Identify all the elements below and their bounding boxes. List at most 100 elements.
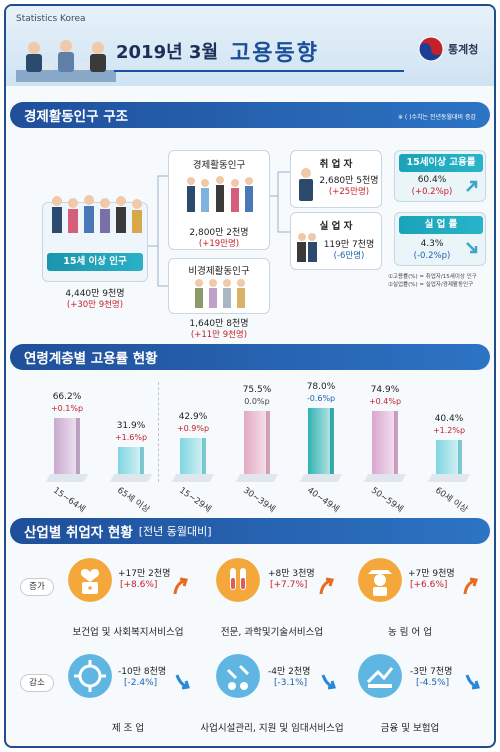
industry-change-4: [-2.4%]: [124, 678, 158, 688]
bar-change-label: +1.2%p: [432, 426, 466, 436]
bar-category-label: 15~64세: [51, 485, 87, 515]
section-header-structure: 경제활동인구 구조 ※ ( )수치는 전년동월대비 증감: [10, 102, 490, 128]
bar-base: [363, 474, 407, 482]
industry-change-6: [-4.5%]: [416, 678, 450, 688]
industry-change-1: [+8.6%]: [120, 580, 158, 590]
title-underline: [114, 70, 404, 72]
section-note: ※ ( )수치는 전년동월대비 증감: [397, 114, 476, 121]
section-subtitle: [전년 동월대비]: [138, 525, 212, 538]
healthcare-icon: [68, 558, 112, 602]
industry-name-5: 사업시설관리, 지원 및 임대서비스업: [200, 723, 344, 734]
bar-base: [427, 474, 471, 482]
industry-value-3: +7만 9천명: [408, 569, 455, 579]
industry-name-1: 보건업 및 사회복지서비스업: [72, 627, 184, 638]
emp-rate-change: (+0.2%p): [411, 187, 453, 197]
age-bar: [180, 437, 206, 474]
farmer-icon: [358, 558, 402, 602]
employed-value: 2,680만 5천명: [319, 176, 379, 186]
connector-lines: [148, 175, 172, 287]
decrease-arrow-icon: [465, 674, 480, 690]
bar-category-label: 65세 이상: [115, 485, 152, 516]
increase-arrow-icon: [319, 577, 334, 595]
footnote-2: ②실업률(%) = 실업자/경제활동인구: [388, 282, 474, 288]
population-card: 15세 이상 인구: [42, 195, 148, 282]
industry-value-6: -3만 7천명: [410, 667, 453, 677]
infographic-frame: Statistics Korea 2019년 3월 고용동향 통계청 경제활동인…: [4, 4, 496, 748]
unemployed-change: (-6만명): [333, 251, 365, 261]
active-change: (+19만명): [198, 239, 240, 249]
active-pop-card: 경제활동인구 2,800만 2천명 (+19만명): [168, 150, 270, 250]
section-title: 산업별 취업자 현황: [24, 525, 133, 541]
employed-change: (+25만명): [328, 187, 370, 197]
unemployed-card: 실 업 자 119만 7천명 (-6만명): [290, 212, 382, 270]
emp-rate-value: 60.4%: [417, 175, 447, 185]
inactive-people-illustration: [195, 279, 245, 308]
decrease-arrow-icon: [175, 674, 190, 690]
connector-lines-2: [270, 171, 290, 233]
industry-name-3: 농 림 어 업: [387, 627, 433, 638]
manufacturing-icon: [68, 654, 112, 698]
bar-change-label: +1.6%p: [114, 433, 148, 443]
title-year: 2019년 3월: [116, 42, 219, 63]
active-label: 경제활동인구: [192, 160, 246, 171]
bar-change-label: 0.0%p: [244, 396, 270, 406]
age-bar: [372, 411, 398, 474]
bar-category-label: 40~49세: [305, 485, 341, 515]
industry-change-3: [+6.6%]: [410, 580, 448, 590]
section-header-age: 연령계층별 고용률 현황: [10, 344, 490, 370]
bar-change-label: -0.6%p: [306, 394, 336, 404]
chart-group-divider: [158, 382, 159, 482]
employed-card: 취 업 자 2,680만 5천명 (+25만명): [290, 150, 382, 208]
industry-value-1: +17만 2천명: [118, 569, 171, 579]
age-bar: [436, 440, 462, 474]
industry-change-5: [-3.1%]: [274, 678, 308, 688]
industry-value-5: -4만 2천명: [268, 667, 311, 677]
industry-value-2: +8만 3천명: [268, 569, 315, 579]
footnote-1: ①고용률(%) = 취업자/15세이상 인구: [388, 274, 477, 280]
bar-change-label: +0.1%p: [50, 404, 84, 414]
age-employment-chart: 66.2% +0.1%p 15~64세 31.9% +1.6%p 65세 이상 42.9% +…: [6, 374, 494, 515]
bar-category-label: 60세 이상: [433, 485, 470, 516]
increase-arrow-icon: [463, 577, 478, 595]
bar-value-label: 31.9%: [116, 421, 146, 432]
industry-change-2: [+7.7%]: [270, 580, 308, 590]
employment-rate-card: 15세이상 고용률 60.4% (+0.2%p): [394, 150, 486, 202]
agency-logo: 통계청: [418, 36, 478, 62]
agency-name: 통계청: [448, 43, 479, 56]
jobseekers-icon: [297, 233, 317, 262]
bar-value-label: 75.5%: [242, 384, 272, 395]
age-bar: [118, 447, 144, 474]
decrease-arrow-icon: [321, 674, 336, 690]
bar-base: [45, 474, 89, 482]
employed-label: 취 업 자: [319, 159, 353, 170]
inactive-label: 비경제활동인구: [188, 266, 250, 277]
taegeuk-icon: [418, 36, 444, 62]
unemployed-label: 실 업 자: [319, 221, 353, 232]
emp-rate-label: 15세이상 고용률: [399, 154, 483, 172]
bar-value-label: 78.0%: [306, 382, 336, 393]
page-title: 고용동향: [230, 41, 319, 66]
industry-value-4: -10만 8천명: [118, 667, 167, 677]
pop15-change: (+30만 9천명): [66, 300, 124, 310]
inactive-change: (+11만 9천명): [190, 330, 248, 340]
bar-value-label: 74.9%: [370, 385, 400, 396]
bar-value-label: 40.4%: [434, 414, 464, 425]
unemp-rate-change: (-0.2%p): [413, 251, 451, 261]
pop15-value: 4,440만 9천명: [65, 289, 125, 299]
industry-name-2: 전문, 과학및기술서비스업: [220, 627, 324, 638]
unemployment-rate-card: 실 업 률 4.3% (-0.2%p): [394, 212, 486, 266]
bar-value-label: 42.9%: [178, 411, 208, 422]
industry-name-6: 금융 및 보험업: [380, 723, 440, 734]
age-bar: [54, 418, 80, 474]
decrease-label: 감소: [20, 674, 54, 692]
bar-base: [109, 474, 153, 482]
bar-value-label: 66.2%: [52, 392, 82, 403]
lab-tubes-icon: [216, 558, 260, 602]
bar-base: [235, 474, 279, 482]
workers-illustration: [187, 176, 253, 212]
bar-change-label: +0.4%p: [368, 397, 402, 407]
finance-icon: [358, 654, 402, 698]
office-people-illustration: [16, 40, 116, 82]
section-header-industry: 산업별 취업자 현황 [전년 동월대비]: [10, 518, 490, 544]
section-title: 연령계층별 고용률 현황: [24, 351, 158, 367]
